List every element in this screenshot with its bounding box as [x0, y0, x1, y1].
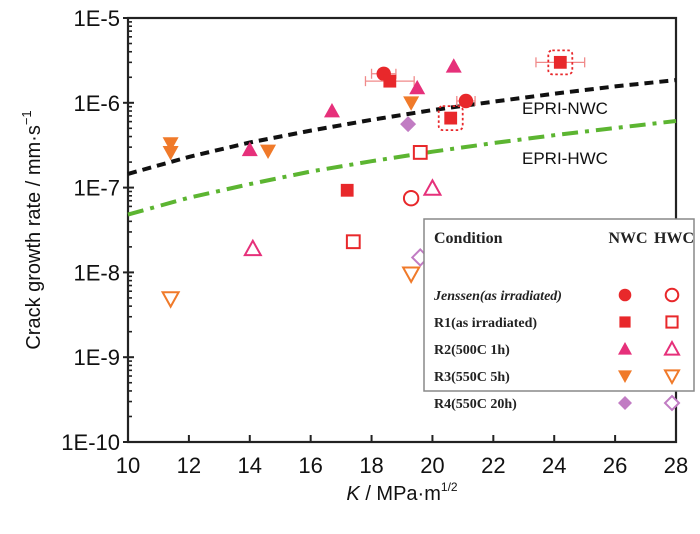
point-r3-550c-5h-nwc [162, 146, 179, 161]
legend-box [423, 218, 695, 392]
x-tick-label: 14 [238, 453, 262, 478]
x-tick-label: 18 [359, 453, 383, 478]
legend-header-nwc: NWC [608, 230, 647, 247]
point-r2-500c-1h-nwc [445, 58, 462, 73]
point-r1-as-irradiated-hwc [345, 234, 361, 250]
x-tick-label: 16 [298, 453, 322, 478]
curve-label-epri-nwc: EPRI-NWC [522, 99, 608, 118]
x-tick-label: 22 [481, 453, 505, 478]
x-tick-label: 20 [420, 453, 444, 478]
point-r3-550c-5h-hwc [160, 291, 181, 309]
x-axis-title: K / MPa·m1/2 [346, 480, 457, 505]
x-tick-label: 26 [603, 453, 627, 478]
y-tick-label: 1E-10 [61, 430, 120, 455]
point-r2-500c-1h-hwc [243, 238, 263, 257]
highlight-box [437, 105, 464, 132]
legend-label: R4(550C 20h) [434, 397, 517, 412]
curve-epri-hwc [127, 119, 677, 217]
legend-header-hwc: HWC [654, 230, 694, 247]
x-axis-title-unit: / MPa·m [360, 483, 441, 505]
legend-marker-hwc-triangle-down [663, 369, 681, 386]
legend-header-condition: Condition [434, 230, 503, 247]
legend-marker-nwc-diamond [618, 396, 632, 410]
x-tick-label: 12 [177, 453, 201, 478]
legend-marker-nwc-triangle-up [618, 342, 632, 355]
legend-marker-hwc-circle [664, 287, 680, 303]
point-r3-550c-5h-nwc [260, 144, 277, 160]
y-axis: 1E-10 1E-9 1E-8 1E-7 1E-6 1E-5 [61, 6, 134, 455]
point-r1-as-irradiated-hwc [412, 145, 428, 160]
point-jenssen-as-irradiated-nwc [458, 93, 474, 109]
point-r4-550c-20h-nwc [400, 116, 417, 133]
x-tick-label: 10 [116, 453, 140, 478]
point-r3-550c-5h-nwc [403, 96, 420, 111]
legend-label: R3(550C 5h) [434, 370, 510, 385]
curve-epri-nwc [127, 78, 677, 176]
y-tick-label: 1E-7 [74, 176, 120, 201]
y-tick-label: 1E-8 [74, 260, 120, 285]
point-r1-as-irradiated-nwc [553, 55, 567, 69]
legend-label: Jenssen(as irradiated) [433, 289, 562, 304]
y-axis-title-superscript: −1 [19, 110, 34, 125]
legend-marker-hwc-triangle-up [663, 339, 681, 356]
x-axis-title-superscript: 1/2 [441, 480, 458, 494]
point-r1-as-irradiated-nwc [383, 74, 397, 88]
data-points [160, 49, 586, 309]
legend-label: R1(as irradiated) [434, 316, 537, 331]
point-r2-500c-1h-nwc [241, 141, 258, 157]
reference-curves: EPRI-NWC EPRI-HWC [127, 78, 677, 217]
x-tick-label: 28 [664, 453, 688, 478]
point-jenssen-as-irradiated-hwc [402, 189, 420, 207]
legend-marker-nwc-square [619, 316, 631, 328]
point-r1-as-irradiated-nwc [340, 183, 354, 197]
x-tick-label: 24 [542, 453, 566, 478]
highlight-box [547, 49, 574, 76]
point-r3-550c-5h-hwc [401, 266, 421, 284]
y-tick-label: 1E-5 [74, 6, 120, 31]
y-tick-label: 1E-9 [74, 345, 120, 370]
point-r3-550c-5h-nwc [162, 137, 179, 152]
point-r1-as-irradiated-nwc [444, 111, 458, 125]
legend-label: R2(500C 1h) [434, 343, 510, 358]
legend-marker-hwc-diamond [663, 394, 681, 412]
point-r2-500c-1h-nwc [323, 103, 340, 118]
x-axis-title-variable: K [346, 483, 361, 505]
x-axis: 10 12 14 16 18 20 22 24 26 28 [116, 435, 688, 478]
point-r2-500c-1h-hwc [422, 178, 443, 196]
legend-marker-hwc-square [665, 315, 679, 329]
legend-marker-nwc-triangle-down [618, 370, 632, 383]
point-r2-500c-1h-nwc [409, 79, 426, 95]
legend-marker-nwc-circle [618, 288, 632, 302]
y-axis-title: Crack growth rate / mm·s−1 [19, 110, 45, 349]
legend: Condition NWC HWC Jenssen(as irradiated) R1(… [423, 218, 695, 412]
y-tick-label: 1E-6 [74, 91, 120, 116]
curve-label-epri-hwc: EPRI-HWC [522, 149, 608, 168]
